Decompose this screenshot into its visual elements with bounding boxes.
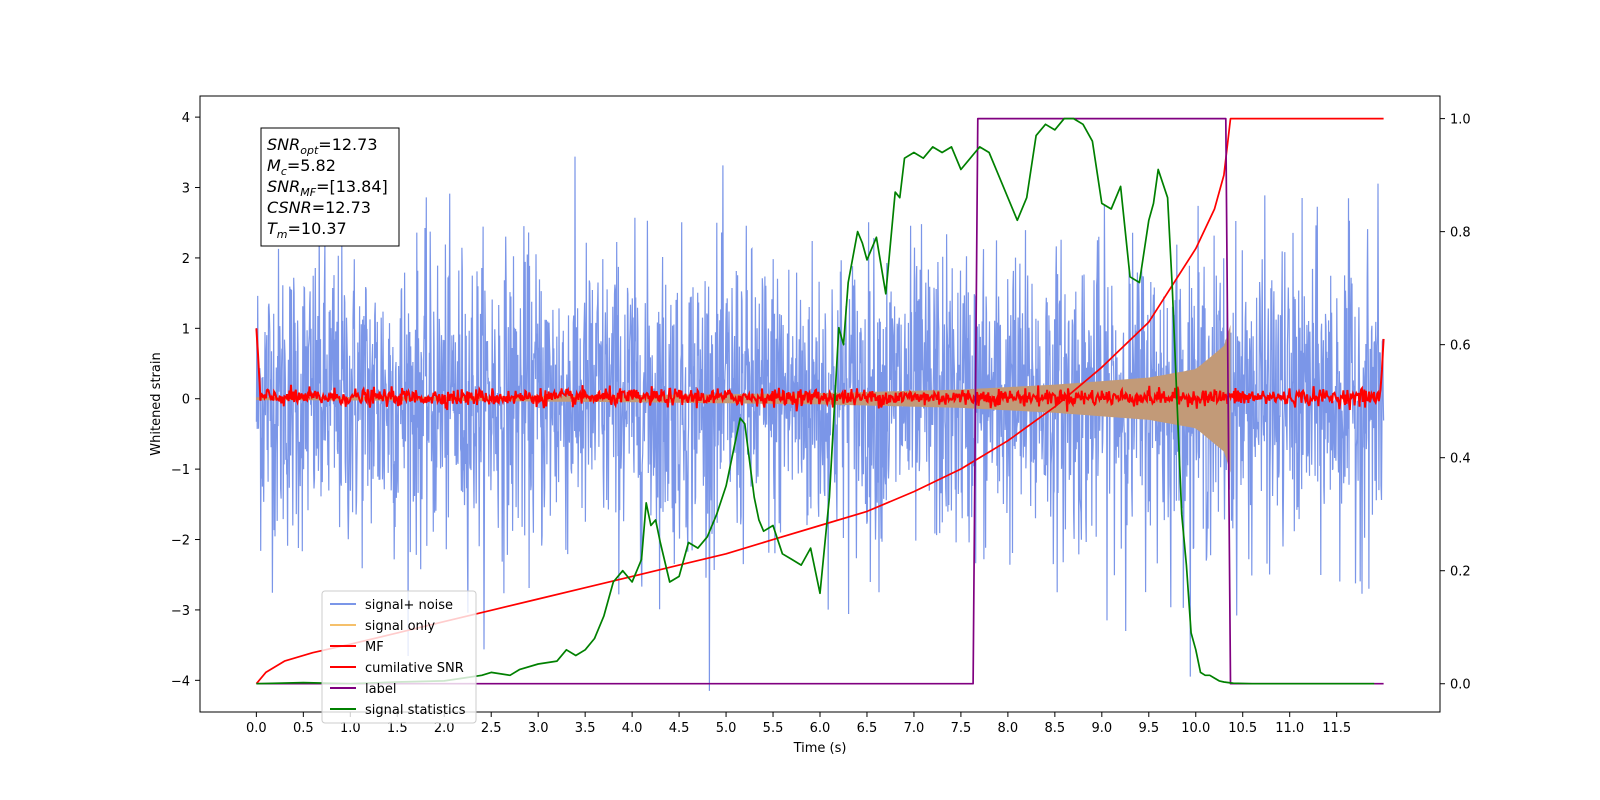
y-tick-label: 1 [182,322,190,337]
info-snr-opt: SNRopt=12.73 [267,135,378,157]
x-tick-label: 7.0 [904,721,925,736]
signal-statistics-line [256,117,1375,685]
x-tick-label: 7.5 [951,721,972,736]
legend-label-cumulative-snr: cumilative SNR [365,661,464,676]
legend-label-label: label [365,682,396,697]
x-tick-label: 9.0 [1091,721,1112,736]
legend-label-signal-noise: signal+ noise [365,598,453,613]
x-tick-label: 2.5 [481,721,502,736]
y2-tick-label: 0.2 [1450,565,1471,580]
x-tick-label: 9.5 [1138,721,1159,736]
legend-frame [321,590,477,724]
legend: signal+ noise signal only MF cumilative … [321,590,477,724]
x-axis-label: Time (s) [793,741,847,756]
y-tick-label: 3 [182,182,190,197]
y-tick-label: 0 [182,393,190,408]
x-tick-label: 5.5 [763,721,784,736]
y-tick-label: −4 [171,674,190,689]
x-tick-label: 1.0 [340,721,361,736]
info-snr-mf: SNRMF=[13.84] [267,177,388,199]
x-tick-label: 8.0 [998,721,1019,736]
mf-series [255,328,1385,412]
y-tick-label: −2 [171,534,190,549]
x-tick-label: 5.0 [716,721,737,736]
legend-label-mf: MF [365,640,384,655]
x-tick-label: 10.0 [1181,721,1210,736]
y-tick-label: −1 [171,463,190,478]
x-tick-label: 11.5 [1322,721,1351,736]
legend-label-signal-only: signal only [365,619,435,634]
legend-label-signal-statistics: signal statistics [365,703,466,718]
x-axis-ticks: 0.0 0.5 1.0 1.5 2.0 2.5 3.0 3.5 4.0 4.5 5.0 5.5 6.0 6… [246,712,1351,736]
y2-axis-ticks: 1.0 0.8 0.6 0.4 0.2 0.0 [1440,113,1471,693]
y-tick-label: 2 [182,252,190,267]
y-tick-label: 4 [182,111,190,126]
mf-line [255,328,1385,412]
x-tick-label: 11.0 [1275,721,1304,736]
y2-tick-label: 0.0 [1450,678,1471,693]
x-tick-label: 3.5 [575,721,596,736]
x-tick-label: 1.5 [387,721,408,736]
x-tick-label: 0.0 [246,721,267,736]
x-tick-label: 6.0 [810,721,831,736]
y2-tick-label: 0.4 [1450,452,1471,467]
y2-tick-label: 1.0 [1450,113,1471,128]
x-tick-label: 4.0 [622,721,643,736]
y2-tick-label: 0.6 [1450,339,1471,354]
info-box-frame [260,127,400,247]
y2-tick-label: 0.8 [1450,226,1471,241]
x-tick-label: 10.5 [1228,721,1257,736]
y-tick-label: −3 [171,604,190,619]
x-tick-label: 3.0 [528,721,549,736]
info-csnr: CSNR=12.73 [267,198,371,217]
info-box: SNRopt=12.73 Mc=5.82 SNRMF=[13.84] CSNR=… [260,127,400,247]
x-tick-label: 2.0 [434,721,455,736]
info-mc: Mc=5.82 [267,156,336,178]
x-tick-label: 8.5 [1045,721,1066,736]
x-tick-label: 0.5 [293,721,314,736]
x-tick-label: 6.5 [857,721,878,736]
y-axis-label: Whitened strain [149,352,164,455]
x-tick-label: 4.5 [669,721,690,736]
y-axis-ticks: 4 3 2 1 0 −1 −2 −3 −4 [171,111,200,689]
info-tm: Tm=10.37 [267,219,347,241]
